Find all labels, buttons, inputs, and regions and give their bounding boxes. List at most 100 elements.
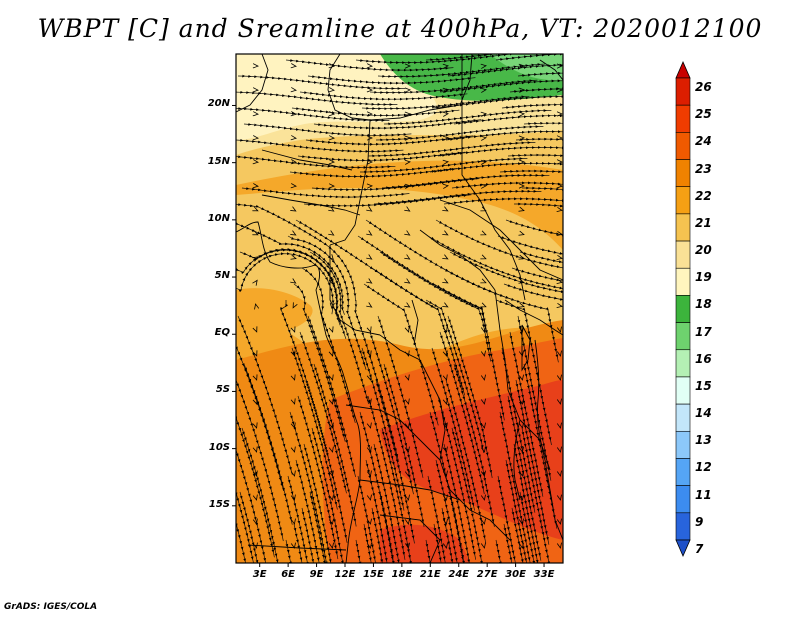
streamline-arrow [328, 398, 334, 405]
colorbar-level-label: 24 [695, 134, 712, 149]
streamline-arrow [404, 87, 411, 93]
streamline-arrow [328, 278, 334, 285]
streamline-arrow [442, 63, 449, 69]
streamline-arrow [480, 230, 487, 236]
streamline-arrow [556, 206, 563, 213]
lat-label: 5S [215, 384, 230, 396]
streamline-arrow [442, 470, 448, 477]
streamline-arrow [290, 159, 297, 165]
colorbar-segment [675, 186, 691, 215]
streamline-arrow [290, 398, 296, 405]
streamline-arrow [252, 111, 259, 117]
streamline-arrow [518, 494, 524, 501]
streamline-141 [503, 523, 514, 563]
streamline-arrow [518, 518, 524, 525]
streamline-arrow [518, 302, 525, 308]
streamline-23 [523, 121, 563, 126]
streamline-arrow [366, 494, 372, 501]
streamline-arrow [556, 183, 563, 189]
streamline-132 [519, 491, 536, 563]
streamline-arrow [442, 542, 449, 549]
streamline-arrow [366, 422, 372, 429]
streamline-129 [309, 491, 326, 563]
streamline-arrow [556, 111, 563, 117]
streamline-128 [239, 491, 259, 563]
streamline-arrow [290, 254, 297, 260]
streamline-arrow [292, 302, 298, 309]
streamline-arrow [556, 278, 563, 285]
streamline-arrow [290, 446, 296, 453]
streamline-arrow [252, 183, 259, 189]
streamline-arrow [290, 326, 296, 333]
streamline-arrow [366, 230, 373, 236]
streamline-32 [437, 145, 563, 157]
colorbar-level-label: 15 [695, 378, 712, 393]
colorbar-segment [675, 403, 691, 432]
streamline-arrow [442, 350, 448, 357]
lon-label: 15E [363, 569, 384, 580]
streamline-arrow [366, 542, 373, 549]
streamline-131 [449, 491, 465, 563]
streamline-133 [236, 511, 248, 563]
streamline-arrow [518, 183, 525, 189]
streamline-arrow [556, 135, 563, 141]
lat-label: 15S [208, 498, 230, 510]
streamline-arrow [480, 159, 487, 165]
colorbar-bottom-arrow [675, 539, 691, 557]
streamline-136 [441, 507, 455, 563]
streamline-arrow [290, 350, 296, 357]
streamline-arrow [252, 87, 259, 93]
streamline-arrow [252, 135, 259, 141]
map-title: WBPT [C] and Sreamline at 400hPa, VT: 20… [37, 14, 763, 43]
streamline-130 [379, 491, 395, 563]
streamline-42 [522, 186, 563, 191]
streamline-arrow [328, 518, 334, 525]
streamline-arrow [480, 326, 486, 333]
streamline-arrow [328, 374, 334, 381]
colorbar-level-label: 7 [695, 542, 704, 556]
streamline-arrow [480, 494, 486, 501]
streamline-arrow [329, 302, 335, 309]
streamline-arrow [518, 135, 525, 141]
streamline-arrow [328, 422, 334, 429]
streamline-arrow [556, 422, 562, 429]
streamline-arrow [518, 159, 525, 165]
streamline-arrow [328, 350, 334, 357]
streamline-arrow [366, 254, 373, 260]
streamline-arrow [290, 494, 296, 501]
streamline-arrow [252, 63, 259, 69]
streamline-arrow [442, 422, 448, 429]
colorbar-segment [675, 349, 691, 378]
streamline-arrow [404, 111, 411, 117]
streamline-137 [511, 507, 525, 563]
lon-label: 30E [505, 569, 526, 580]
streamline-arrow [290, 470, 296, 477]
colorbar-segment [675, 104, 691, 133]
colorbar-segment [675, 77, 691, 106]
streamline-52 [505, 219, 563, 237]
streamline-arrow [442, 494, 448, 501]
streamline-arrow [442, 278, 449, 284]
streamline-arrow [518, 446, 524, 453]
streamline-arrow [480, 542, 486, 549]
streamline-arrow [366, 159, 373, 165]
colorbar-level-label: 18 [695, 297, 712, 312]
streamlines [236, 54, 563, 563]
streamline-arrow [366, 350, 372, 357]
axis-ticks [232, 104, 545, 567]
streamline-arrow [556, 446, 562, 453]
streamline-arrow [556, 398, 562, 405]
streamline-arrow [442, 398, 448, 405]
colorbar-segment [675, 485, 691, 514]
streamline-arrow [518, 350, 524, 357]
streamline-arrow [254, 303, 260, 310]
streamline-arrow [480, 135, 487, 141]
lat-label: 10S [208, 441, 230, 453]
streamline-arrow [404, 398, 410, 405]
streamline-71 [503, 283, 563, 301]
streamline-arrow [480, 422, 486, 429]
streamline-46 [443, 197, 563, 205]
streamline-arrow [480, 254, 487, 260]
streamline-66 [511, 267, 563, 283]
